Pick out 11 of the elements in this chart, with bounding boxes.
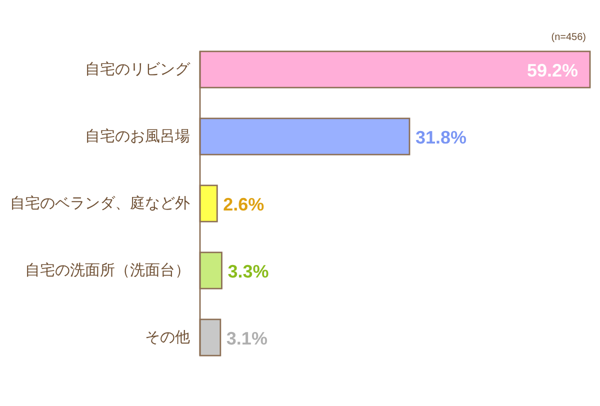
data-label: 3.1% [226, 328, 268, 348]
y-tick-label: 自宅の洗面所（洗面台） [25, 262, 190, 279]
data-label: 2.6% [223, 194, 264, 214]
y-tick-label: 自宅のリビング [85, 61, 191, 78]
data-label: 3.3% [228, 262, 269, 282]
y-tick-label: その他 [145, 329, 190, 346]
data-label: 31.8% [415, 128, 467, 148]
text: (n=456) [551, 32, 586, 43]
y-tick-label: 自宅のベランダ、庭など外 [10, 195, 190, 212]
data-label: 59.2% [526, 60, 578, 80]
y-tick-label: 自宅のお風呂場 [85, 128, 190, 145]
